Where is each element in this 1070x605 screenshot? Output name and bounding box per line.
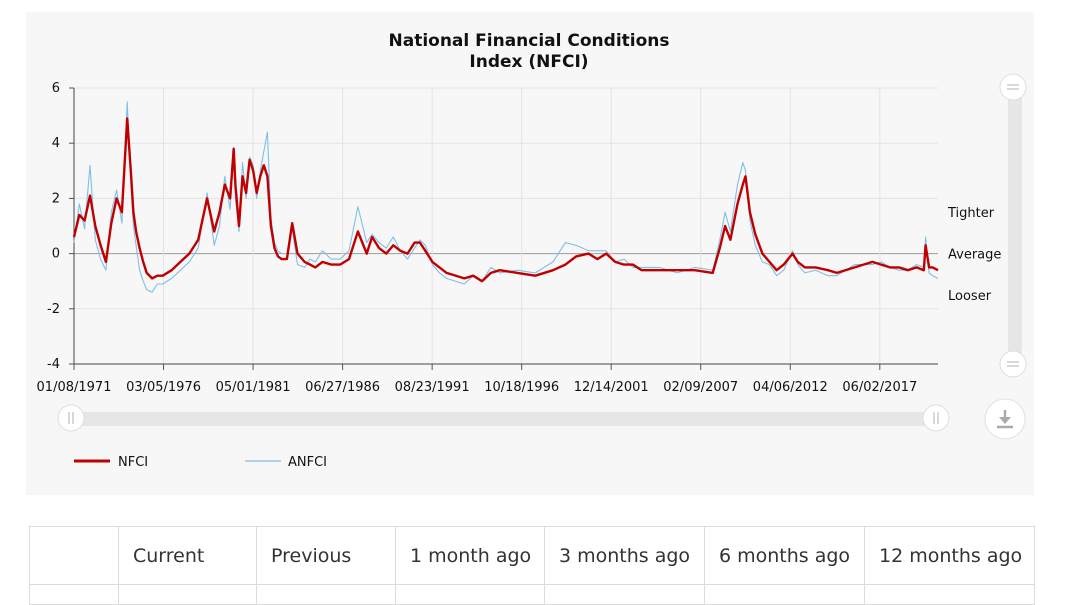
y-tick-label: 6 — [52, 81, 60, 96]
table-header-cell-empty — [29, 526, 119, 585]
table-cell — [704, 584, 865, 605]
grip-icon — [1007, 84, 1019, 90]
legend-label-nfci: NFCI — [118, 455, 148, 470]
x-tick-label: 01/08/1971 — [37, 380, 112, 395]
vertical-range-scrollbar[interactable] — [999, 73, 1027, 378]
horizontal-scroll-handle-right[interactable] — [922, 404, 950, 432]
legend-item-anfci[interactable]: ANFCI — [245, 455, 327, 470]
x-tick-label: 03/05/1976 — [126, 380, 201, 395]
table-header-1-month-ago: 1 month ago — [395, 526, 545, 585]
y-tick-label: -2 — [47, 302, 60, 317]
annotation-looser: Looser — [948, 289, 992, 304]
chart-panel: National Financial Conditions Index (NFC… — [26, 12, 1034, 495]
horizontal-range-scrollbar[interactable] — [57, 404, 950, 432]
axes: 6 4 2 0 -2 -4 01/08/1971 03/05/1976 05/01/1981 06… — [37, 81, 938, 395]
y-tick-label: -4 — [47, 357, 60, 372]
annotation-average: Average — [948, 248, 1001, 263]
table-cell — [395, 584, 545, 605]
x-tick-label: 02/09/2007 — [663, 380, 738, 395]
table-cell — [29, 584, 119, 605]
y-tick-label: 0 — [52, 247, 60, 262]
table-header-row: Current Previous 1 month ago 3 months ag… — [29, 526, 1035, 585]
legend-label-anfci: ANFCI — [288, 455, 327, 470]
series-line-nfci — [72, 117, 939, 283]
chart-title-line-1: National Financial Conditions — [389, 31, 670, 51]
table-cell — [864, 584, 1035, 605]
grip-icon — [68, 412, 74, 424]
table-header-6-months-ago: 6 months ago — [704, 526, 865, 585]
vertical-scroll-handle-bottom[interactable] — [999, 350, 1027, 378]
grid — [73, 87, 938, 365]
summary-table: Current Previous 1 month ago 3 months ag… — [29, 526, 1035, 605]
x-tick-label: 04/06/2012 — [753, 380, 828, 395]
legend-item-nfci[interactable]: NFCI — [74, 455, 148, 470]
annotation-tighter: Tighter — [947, 206, 995, 221]
series-layer — [72, 101, 939, 293]
y-tick-label: 4 — [52, 136, 60, 151]
table-row — [29, 584, 1035, 605]
grip-icon — [933, 412, 939, 424]
y-tick-label: 2 — [52, 191, 60, 206]
x-tick-label: 12/14/2001 — [574, 380, 649, 395]
download-icon — [997, 410, 1013, 429]
table-cell — [544, 584, 705, 605]
nfci-chart: National Financial Conditions Index (NFC… — [37, 31, 1027, 470]
table-header-12-months-ago: 12 months ago — [864, 526, 1035, 585]
horizontal-scroll-track[interactable] — [72, 412, 936, 426]
x-tick-label: 08/23/1991 — [395, 380, 470, 395]
horizontal-scroll-handle-left[interactable] — [57, 404, 85, 432]
table-header-previous: Previous — [256, 526, 396, 585]
chart-title-line-2: Index (NFCI) — [469, 52, 588, 72]
download-button[interactable] — [984, 398, 1026, 440]
table-header-3-months-ago: 3 months ago — [544, 526, 705, 585]
table-cell — [118, 584, 257, 605]
series-line-anfci — [73, 101, 939, 293]
table-header-current: Current — [118, 526, 257, 585]
y-annotations: Tighter Average Looser — [947, 206, 1001, 304]
legend: NFCI ANFCI — [74, 455, 327, 470]
x-tick-label: 10/18/1996 — [484, 380, 559, 395]
table-cell — [256, 584, 396, 605]
grip-icon — [1007, 361, 1019, 367]
x-tick-label: 06/02/2017 — [842, 380, 917, 395]
vertical-scroll-handle-top[interactable] — [999, 73, 1027, 101]
x-tick-label: 06/27/1986 — [305, 380, 380, 395]
vertical-scroll-track[interactable] — [1008, 90, 1022, 366]
x-tick-label: 05/01/1981 — [216, 380, 291, 395]
